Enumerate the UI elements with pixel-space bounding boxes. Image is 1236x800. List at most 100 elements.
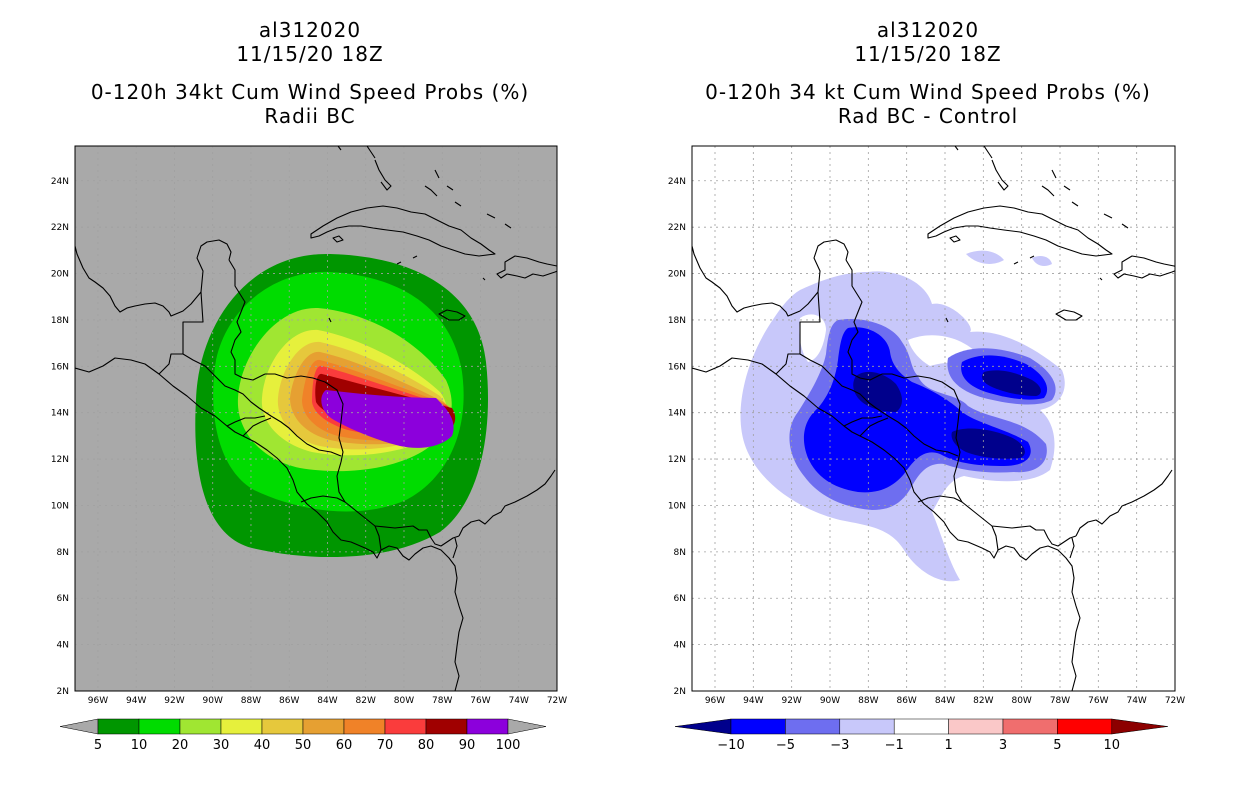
right-small-patch-cuba xyxy=(966,250,1004,264)
left-lat-tick-label: 16N xyxy=(51,362,69,372)
left-grid xyxy=(75,146,557,691)
left-colorbar-label: 30 xyxy=(213,738,230,753)
left-colorbar: 5 10 20 30 40 50 60 70 80 90 100 xyxy=(59,718,547,753)
right-lat-tick-label: 6N xyxy=(674,594,686,604)
right-lon-tick-label: 80W xyxy=(1011,696,1031,706)
left-lon-tick-labels: 96W 94W 92W 90W 88W 86W 84W 82W 80W 78W 76W 74W 72W xyxy=(88,696,567,706)
left-title-date: 11/15/20 18Z xyxy=(236,42,384,66)
right-colorbar-swatch xyxy=(1002,718,1058,735)
right-lat-tick-label: 10N xyxy=(668,501,686,511)
left-title-block: al312020 11/15/20 18Z 0-120h 34kt Cum Wi… xyxy=(40,18,580,128)
right-lat-tick-label: 22N xyxy=(668,223,686,233)
left-colorbar-swatch xyxy=(261,718,304,735)
left-lon-tick-label: 90W xyxy=(203,696,223,706)
left-lon-tick-label: 84W xyxy=(317,696,337,706)
right-lon-tick-label: 82W xyxy=(973,696,993,706)
left-colorbar-swatch xyxy=(138,718,181,735)
left-map-panel: 96W 94W 92W 90W 88W 86W 84W 82W 80W 78W 76W 74W 72W … xyxy=(51,145,567,706)
left-colorbar-label: 5 xyxy=(94,738,102,753)
left-colorbar-low-arrow xyxy=(59,718,99,735)
left-colorbar-swatch xyxy=(220,718,263,735)
right-lon-tick-label: 84W xyxy=(935,696,955,706)
left-lon-tick-label: 72W xyxy=(547,696,567,706)
right-lat-tick-label: 24N xyxy=(668,177,686,187)
left-lon-tick-label: 78W xyxy=(432,696,452,706)
left-lon-tick-label: 96W xyxy=(88,696,108,706)
left-lat-tick-labels: 2N 4N 6N 8N 10N 12N 14N 16N 18N 20N 22N 24N xyxy=(51,177,69,697)
right-colorbar-swatch xyxy=(730,718,786,735)
left-colorbar-swatch xyxy=(179,718,222,735)
right-contour-minus10-south xyxy=(951,428,1025,459)
left-lat-tick-label: 4N xyxy=(57,641,69,651)
left-lon-tick-label: 86W xyxy=(279,696,299,706)
left-colorbar-label: 10 xyxy=(131,738,148,753)
left-lon-tick-label: 88W xyxy=(241,696,261,706)
right-lat-tick-label: 18N xyxy=(668,316,686,326)
right-lon-tick-labels: 96W 94W 92W 90W 88W 86W 84W 82W 80W 78W 76W 74W 72W xyxy=(705,696,1185,706)
right-grid xyxy=(692,146,1175,691)
right-colorbar-swatch xyxy=(948,718,1004,735)
left-colorbar-label: 40 xyxy=(254,738,271,753)
left-lon-tick-label: 76W xyxy=(470,696,490,706)
right-colorbar-low-arrow xyxy=(674,718,732,735)
right-lon-tick-label: 78W xyxy=(1050,696,1070,706)
left-lon-tick-label: 74W xyxy=(509,696,529,706)
left-title-subtitle: Radii BC xyxy=(264,104,356,128)
right-lon-tick-label: 74W xyxy=(1126,696,1146,706)
left-lon-tick-label: 80W xyxy=(394,696,414,706)
left-colorbar-label: 90 xyxy=(459,738,476,753)
left-colorbar-label: 80 xyxy=(418,738,435,753)
right-colorbar-label: 1 xyxy=(944,738,952,753)
right-colorbar-swatch xyxy=(839,718,895,735)
right-lat-tick-labels: 2N 4N 6N 8N 10N 12N 14N 16N 18N 20N 22N 24N xyxy=(668,177,686,697)
right-lon-tick-label: 94W xyxy=(743,696,763,706)
right-title-block: al312020 11/15/20 18Z 0-120h 34 kt Cum W… xyxy=(656,18,1200,128)
right-colorbar-label: −10 xyxy=(717,738,744,753)
right-lat-tick-label: 14N xyxy=(668,409,686,419)
left-title-storm-id: al312020 xyxy=(258,18,362,42)
right-title-subtitle: Rad BC - Control xyxy=(837,104,1019,128)
right-title-product: 0-120h 34 kt Cum Wind Speed Probs (%) xyxy=(705,80,1151,104)
left-colorbar-swatch xyxy=(425,718,468,735)
left-colorbar-label: 70 xyxy=(377,738,394,753)
left-lat-tick-label: 14N xyxy=(51,409,69,419)
right-lat-tick-label: 2N xyxy=(674,687,686,697)
left-probability-contours xyxy=(195,253,489,558)
right-hole-belize xyxy=(799,314,826,362)
left-lat-tick-label: 6N xyxy=(57,594,69,604)
left-lon-tick-label: 92W xyxy=(164,696,184,706)
right-colorbar-swatch xyxy=(1057,718,1113,735)
right-lon-tick-label: 92W xyxy=(781,696,801,706)
right-contour-minus10-east xyxy=(982,370,1041,396)
right-map-frame xyxy=(691,145,1176,692)
right-lat-tick-label: 4N xyxy=(674,641,686,651)
left-contour-90 xyxy=(321,390,454,448)
left-title-product: 0-120h 34kt Cum Wind Speed Probs (%) xyxy=(90,80,530,104)
right-colorbar-label: −3 xyxy=(830,738,849,753)
right-lon-tick-label: 72W xyxy=(1165,696,1185,706)
left-colorbar-swatch xyxy=(302,718,345,735)
left-colorbar-swatch xyxy=(466,718,509,735)
right-title-storm-id: al312020 xyxy=(876,18,980,42)
right-colorbar-high-arrow xyxy=(1111,718,1168,735)
right-map-panel: 96W 94W 92W 90W 88W 86W 84W 82W 80W 78W 76W 74W 72W … xyxy=(668,145,1185,706)
right-colorbar-label: 10 xyxy=(1104,738,1121,753)
right-lat-tick-label: 16N xyxy=(668,362,686,372)
right-lon-tick-label: 86W xyxy=(896,696,916,706)
right-colorbar: −10 −5 −3 −1 1 3 5 10 xyxy=(674,718,1168,753)
left-lon-tick-label: 82W xyxy=(356,696,376,706)
left-lat-tick-label: 8N xyxy=(57,548,69,558)
left-lat-tick-label: 20N xyxy=(51,270,69,280)
right-colorbar-label: −1 xyxy=(885,738,904,753)
left-lon-tick-label: 94W xyxy=(126,696,146,706)
right-difference-contours xyxy=(740,250,1065,582)
left-lat-tick-label: 24N xyxy=(51,177,69,187)
right-lat-tick-label: 12N xyxy=(668,455,686,465)
right-lat-tick-label: 8N xyxy=(674,548,686,558)
right-lat-tick-label: 20N xyxy=(668,270,686,280)
right-colorbar-swatch xyxy=(785,718,841,735)
right-title-date: 11/15/20 18Z xyxy=(854,42,1002,66)
left-colorbar-label: 60 xyxy=(336,738,353,753)
left-colorbar-label: 100 xyxy=(496,738,521,753)
right-small-patch-jamaica xyxy=(1032,256,1052,266)
